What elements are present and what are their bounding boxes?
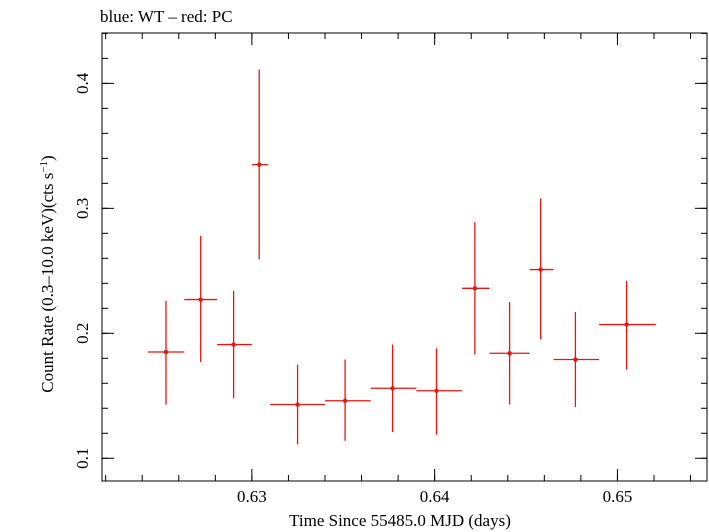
data-marker xyxy=(198,297,203,302)
data-marker xyxy=(256,162,262,167)
y-tick-label: 0.2 xyxy=(73,323,92,344)
y-axis-label-main: Count Rate (0.3–10.0 keV)(cts s xyxy=(38,173,57,393)
axis-ticks xyxy=(102,32,707,481)
data-point xyxy=(147,300,185,405)
y-axis-label-end: ) xyxy=(38,155,57,161)
y-tick-label: 0.1 xyxy=(73,448,92,469)
x-tick-label: 0.63 xyxy=(237,487,267,506)
data-point xyxy=(416,348,463,435)
data-point xyxy=(462,222,490,355)
y-tick-label: 0.3 xyxy=(73,198,92,219)
data-marker xyxy=(538,267,543,272)
chart-title: blue: WT – red: PC xyxy=(100,7,233,26)
x-tick-label: 0.65 xyxy=(603,487,633,506)
data-point xyxy=(251,69,269,260)
plot-frame xyxy=(101,32,708,482)
data-marker xyxy=(231,342,236,347)
data-marker xyxy=(163,349,169,355)
data-point xyxy=(324,359,371,441)
x-tick-label: 0.64 xyxy=(420,487,450,506)
data-point xyxy=(184,235,218,363)
data-marker xyxy=(342,398,348,403)
y-tick-label: 0.4 xyxy=(73,72,92,94)
x-axis-label: Time Since 55485.0 MJD (days) xyxy=(289,511,511,530)
y-axis-label-sup: −1 xyxy=(38,161,50,173)
data-point xyxy=(217,290,252,399)
data-point xyxy=(529,198,554,340)
data-point xyxy=(553,312,600,408)
data-marker xyxy=(507,351,512,356)
data-point xyxy=(489,302,530,405)
data-marker xyxy=(472,286,478,291)
data-marker xyxy=(295,402,300,407)
data-point xyxy=(370,344,417,433)
y-axis-label: Count Rate (0.3–10.0 keV)(cts s−1) xyxy=(38,155,57,392)
data-points xyxy=(147,69,656,445)
data-marker xyxy=(573,357,578,362)
data-point xyxy=(599,280,656,370)
data-point xyxy=(270,364,325,445)
data-marker xyxy=(434,388,439,393)
data-marker xyxy=(390,386,395,391)
tick-labels: 0.63 0.64 0.65 0.1 0.2 0.3 0.4 xyxy=(73,72,632,506)
data-marker xyxy=(624,322,629,327)
